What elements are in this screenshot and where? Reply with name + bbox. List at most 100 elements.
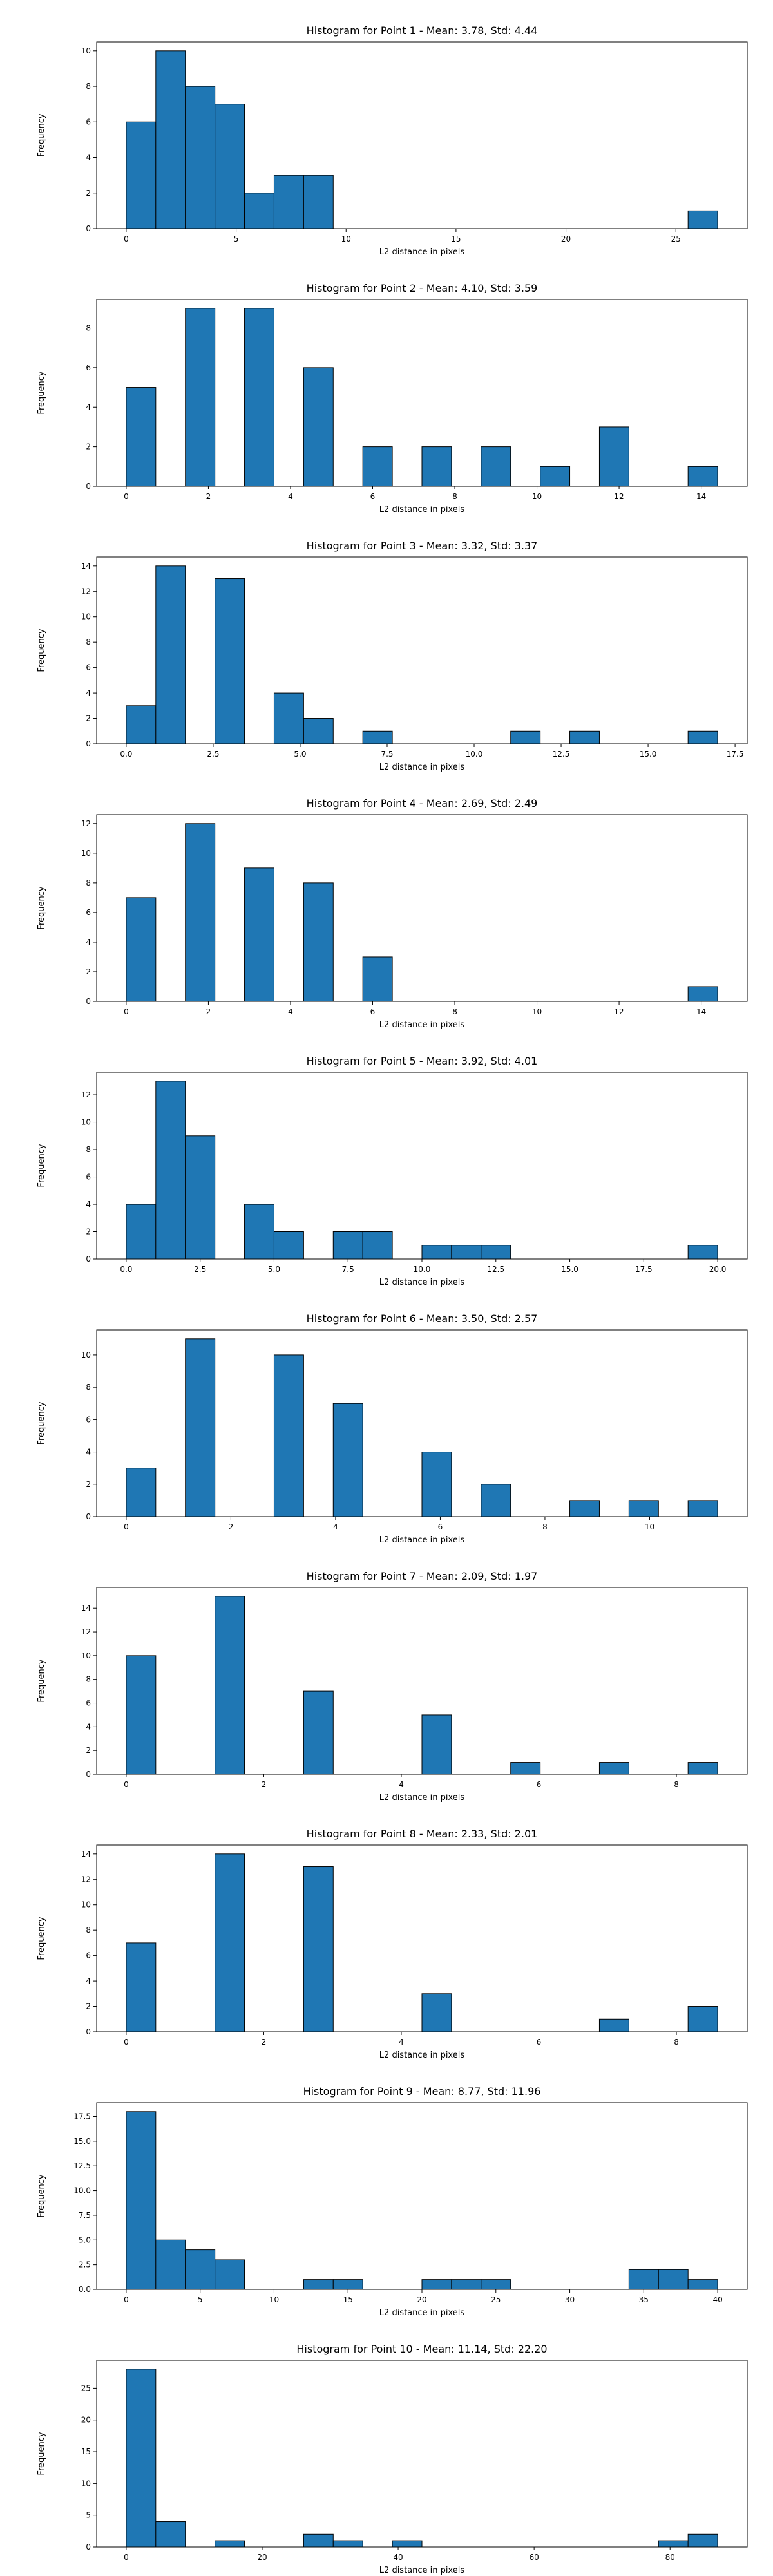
histogram-panel-2: Histogram for Point 2 - Mean: 4.10, Std:… <box>37 282 748 515</box>
histogram-bar <box>273 175 304 229</box>
y-tick-label: 8 <box>86 82 91 91</box>
histogram-bar <box>598 426 629 487</box>
x-axis-label: L2 distance in pixels <box>379 762 465 772</box>
histogram-bar <box>362 446 393 487</box>
axes-frame <box>96 2360 748 2548</box>
histogram-bar <box>332 2279 363 2290</box>
y-tick-label: 14 <box>81 562 91 571</box>
histogram-bar <box>451 2279 482 2290</box>
x-tick-label: 30 <box>565 2295 575 2304</box>
histogram-bar <box>185 823 216 1002</box>
axes-frame <box>96 41 748 229</box>
axes-frame <box>96 299 748 487</box>
histogram-bar <box>687 1245 718 1260</box>
y-tick-label: 4 <box>86 1448 91 1457</box>
y-tick-label: 2 <box>86 1746 91 1755</box>
y-tick-label: 12.5 <box>73 2161 91 2170</box>
y-tick-label: 10 <box>81 2479 91 2488</box>
chart-title: Histogram for Point 7 - Mean: 2.09, Std:… <box>307 1570 538 1582</box>
y-tick-label: 6 <box>86 1173 91 1182</box>
x-tick-label: 8 <box>542 1522 548 1531</box>
histogram-bar <box>303 2279 334 2290</box>
x-tick-label: 14 <box>696 1007 706 1016</box>
y-tick-label: 12 <box>81 1627 91 1636</box>
x-tick-label: 14 <box>696 492 706 501</box>
x-tick-label: 0 <box>124 234 129 243</box>
y-tick-label: 12 <box>81 587 91 596</box>
histogram-bar <box>687 2006 718 2032</box>
y-tick-label: 7.5 <box>79 2211 91 2220</box>
x-tick-label: 10.0 <box>466 750 483 759</box>
histogram-bar <box>332 1403 363 1517</box>
histogram-bar <box>687 210 718 229</box>
y-tick-label: 2.5 <box>79 2260 91 2269</box>
histogram-bar <box>185 86 216 229</box>
y-tick-label: 10 <box>81 46 91 55</box>
y-axis-label: Frequency <box>37 886 46 929</box>
histogram-bar <box>126 2369 157 2548</box>
y-tick-label: 17.5 <box>73 2112 91 2121</box>
x-tick-label: 6 <box>537 1780 542 1789</box>
x-tick-label: 5 <box>198 2295 203 2304</box>
histogram-panel-6: Histogram for Point 6 - Mean: 3.50, Std:… <box>37 1312 748 1545</box>
chart-title: Histogram for Point 1 - Mean: 3.78, Std:… <box>307 24 538 37</box>
y-tick-label: 4 <box>86 938 91 947</box>
y-tick-label: 8 <box>86 323 91 332</box>
y-tick-label: 0 <box>86 1512 91 1521</box>
x-tick-label: 8 <box>452 492 457 501</box>
y-tick-label: 0 <box>86 482 91 491</box>
y-tick-label: 0 <box>86 1770 91 1779</box>
histogram-bar <box>273 1231 304 1260</box>
x-tick-label: 17.5 <box>727 750 744 759</box>
histogram-bar <box>215 578 245 744</box>
y-tick-label: 4 <box>86 402 91 412</box>
x-tick-label: 10 <box>341 234 351 243</box>
axes-frame <box>96 1587 748 1775</box>
histogram-bar <box>155 1081 186 1260</box>
histogram-bar <box>185 2249 216 2290</box>
histogram-bar <box>421 1452 452 1517</box>
y-tick-label: 12 <box>81 1875 91 1884</box>
x-tick-label: 15.0 <box>561 1265 578 1274</box>
x-tick-label: 12 <box>614 1007 624 1016</box>
y-tick-label: 0 <box>86 2027 91 2036</box>
y-tick-label: 4 <box>86 688 91 697</box>
x-tick-label: 12.5 <box>487 1265 504 1274</box>
y-tick-label: 2 <box>86 189 91 198</box>
histogram-bar <box>658 2269 689 2290</box>
histogram-bar <box>421 1245 452 1260</box>
x-tick-label: 4 <box>399 1780 404 1789</box>
histogram-bar <box>421 1993 452 2032</box>
x-tick-label: 2 <box>262 1780 267 1789</box>
y-axis-label: Frequency <box>37 2432 46 2475</box>
x-axis-label: L2 distance in pixels <box>379 247 465 257</box>
histogram-bar <box>481 446 511 487</box>
histogram-bar <box>244 867 274 1002</box>
histogram-bar <box>215 104 245 229</box>
x-axis-label: L2 distance in pixels <box>379 505 465 515</box>
histogram-bar <box>332 2540 363 2548</box>
y-tick-label: 0 <box>86 997 91 1006</box>
histogram-bar <box>155 2239 186 2290</box>
histogram-bar <box>687 2279 718 2290</box>
y-axis-label: Frequency <box>37 1401 46 1444</box>
histogram-bar <box>126 897 157 1002</box>
x-tick-label: 35 <box>639 2295 649 2304</box>
histogram-panel-5: Histogram for Point 5 - Mean: 3.92, Std:… <box>37 1055 748 1287</box>
y-tick-label: 15.0 <box>73 2137 91 2146</box>
histogram-bar <box>303 718 334 744</box>
x-tick-label: 4 <box>399 2038 404 2047</box>
x-tick-label: 8 <box>452 1007 457 1016</box>
y-axis-label: Frequency <box>37 1659 46 1702</box>
x-tick-label: 10 <box>532 492 542 501</box>
x-tick-label: 25 <box>671 234 681 243</box>
y-tick-label: 2 <box>86 967 91 976</box>
histogram-bar <box>628 1500 659 1517</box>
histogram-bar <box>510 1762 541 1775</box>
y-tick-label: 2 <box>86 714 91 723</box>
x-tick-label: 2 <box>206 1007 211 1016</box>
histogram-bar <box>303 2533 334 2548</box>
x-tick-label: 0.0 <box>120 750 132 759</box>
y-tick-label: 15 <box>81 2447 91 2456</box>
